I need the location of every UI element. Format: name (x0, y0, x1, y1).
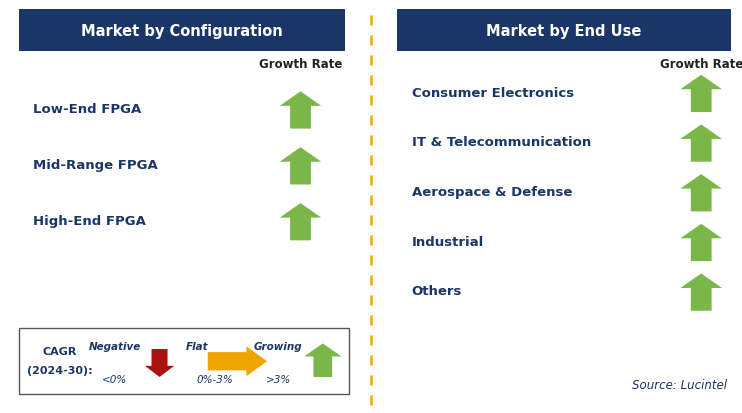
Polygon shape (680, 175, 722, 212)
Text: High-End FPGA: High-End FPGA (33, 214, 146, 228)
Text: Others: Others (412, 285, 462, 298)
Text: >3%: >3% (266, 374, 291, 384)
Text: Industrial: Industrial (412, 235, 484, 248)
Text: <0%: <0% (102, 374, 128, 384)
Text: Market by End Use: Market by End Use (486, 24, 642, 38)
Text: Growth Rate: Growth Rate (660, 57, 742, 71)
Text: Mid-Range FPGA: Mid-Range FPGA (33, 159, 158, 172)
Text: CAGR: CAGR (42, 346, 76, 356)
Text: Source: Lucintel: Source: Lucintel (632, 377, 727, 391)
FancyBboxPatch shape (19, 10, 345, 52)
Text: Aerospace & Defense: Aerospace & Defense (412, 185, 572, 199)
Polygon shape (145, 349, 174, 377)
Text: Low-End FPGA: Low-End FPGA (33, 103, 142, 116)
Text: Growth Rate: Growth Rate (259, 57, 342, 71)
Polygon shape (680, 224, 722, 261)
Polygon shape (304, 344, 341, 377)
Text: IT & Telecommunication: IT & Telecommunication (412, 136, 591, 149)
Text: Market by Configuration: Market by Configuration (81, 24, 283, 38)
Polygon shape (208, 347, 267, 376)
Polygon shape (680, 125, 722, 162)
Polygon shape (280, 148, 321, 185)
Text: 0%-3%: 0%-3% (197, 374, 234, 384)
Text: Flat: Flat (186, 341, 208, 351)
Polygon shape (280, 204, 321, 241)
FancyBboxPatch shape (19, 328, 349, 394)
FancyBboxPatch shape (397, 10, 731, 52)
Polygon shape (680, 76, 722, 113)
Text: Growing: Growing (254, 341, 303, 351)
Text: Consumer Electronics: Consumer Electronics (412, 86, 574, 100)
Polygon shape (680, 274, 722, 311)
Text: Negative: Negative (89, 341, 141, 351)
Text: (2024-30):: (2024-30): (27, 365, 92, 375)
Polygon shape (280, 92, 321, 129)
